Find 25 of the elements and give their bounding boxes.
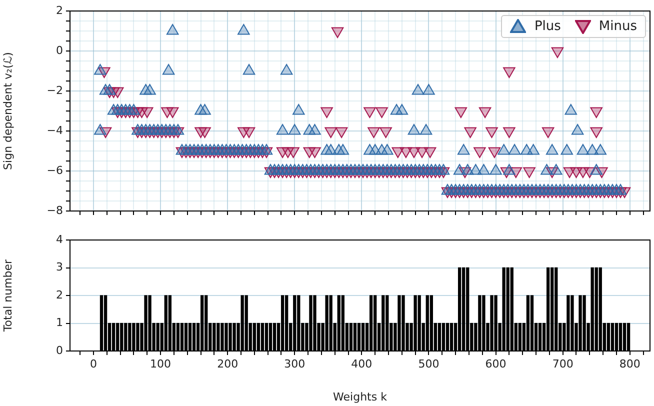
- x-tick-label: 300: [284, 357, 306, 370]
- x-tick-label: 400: [351, 357, 372, 370]
- x-tick-label: 700: [552, 357, 574, 370]
- y-tick-label: −8: [46, 204, 63, 217]
- y-tick-label: −6: [46, 164, 63, 177]
- x-tick-label: 100: [150, 357, 172, 370]
- y-tick-label: 1: [56, 316, 63, 330]
- y-tick-label: 2: [56, 288, 63, 302]
- y-tick-label: −2: [46, 84, 63, 97]
- x-tick-label: 0: [90, 357, 97, 370]
- x-tick-label: 500: [418, 357, 440, 370]
- x-tick-label: 200: [217, 357, 238, 370]
- y-axis-title: Total number: [1, 258, 14, 333]
- y-tick-label: 0: [56, 344, 63, 357]
- x-tick-label: 800: [619, 357, 640, 370]
- y-tick-label: 0: [56, 44, 63, 57]
- y-tick-label: 3: [56, 260, 63, 274]
- y-tick-label: 4: [56, 232, 63, 246]
- y-tick-label: −4: [46, 124, 63, 137]
- y-tick-label: 2: [56, 4, 63, 17]
- x-tick-label: 600: [485, 357, 506, 370]
- legend-label: Minus: [598, 19, 637, 34]
- y-axis-title: Sign dependent v₂(ℒ): [1, 52, 14, 170]
- legend-label: Plus: [534, 19, 561, 34]
- x-axis-title: Weights k: [333, 390, 388, 404]
